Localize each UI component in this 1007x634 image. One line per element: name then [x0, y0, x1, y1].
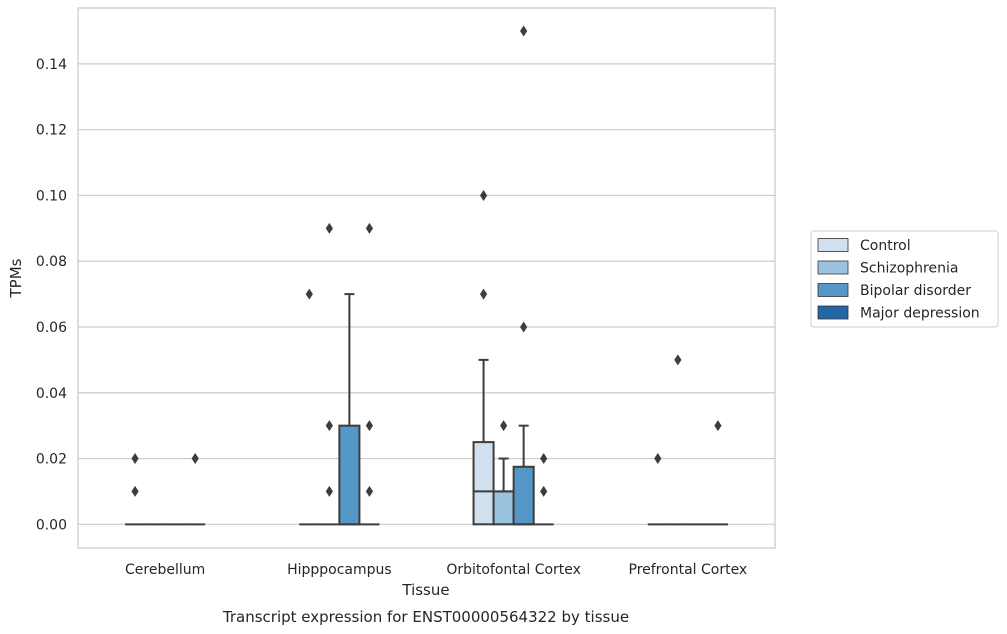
outlier-point	[520, 321, 528, 333]
x-tick-label: Prefrontal Cortex	[629, 562, 748, 578]
outlier-point	[191, 453, 199, 465]
outlier-point	[540, 485, 548, 497]
box-orbitofontal-cortex-major-depression	[533, 453, 554, 526]
box-hipppocampus-bipolar-disorder	[338, 293, 361, 526]
box-hipppocampus-major-depression	[359, 222, 380, 526]
outlier-point	[365, 420, 374, 432]
outlier-point	[479, 288, 488, 300]
outlier-point	[131, 453, 139, 465]
box-body	[512, 465, 535, 526]
x-axis-ticks: Cerebellum Hipppocampus Orbitofontal Corte…	[125, 562, 747, 578]
outlier-point	[325, 420, 333, 432]
x-tick-label: Hipppocampus	[287, 562, 392, 578]
figure-caption: Transcript expression for ENST0000056432…	[222, 608, 629, 626]
legend-label: Schizophrenia	[860, 261, 958, 277]
box-orbitofontal-cortex-control	[472, 189, 495, 526]
outlier-point	[500, 420, 508, 432]
box-prefrontal-cortex-control	[647, 453, 668, 526]
outlier-point	[479, 189, 488, 201]
y-tick-label: 0.10	[36, 188, 67, 204]
y-tick-label: 0.02	[36, 452, 67, 468]
outlier-point	[365, 485, 374, 497]
outlier-point	[325, 222, 333, 234]
x-axis-title: Tissue	[401, 581, 449, 599]
outlier-point	[365, 222, 374, 234]
gridlines	[78, 63, 775, 525]
outlier-point	[305, 288, 313, 300]
outlier-point	[131, 485, 139, 497]
boxes	[125, 25, 728, 526]
box-prefrontal-cortex-major-depression	[707, 420, 728, 526]
box-body	[492, 490, 515, 526]
box-body	[338, 424, 361, 526]
box-cerebellum-major-depression	[185, 453, 206, 526]
y-axis-ticks: 0.00 0.02 0.04 0.06 0.08 0.10 0.12 0.14	[36, 57, 67, 533]
plot-area-frame	[77, 7, 776, 549]
legend-swatch	[817, 305, 849, 320]
x-tick-label: Orbitofontal Cortex	[446, 562, 581, 578]
legend-label: Bipolar disorder	[860, 283, 971, 299]
legend-swatch	[817, 260, 849, 275]
legend-swatch	[817, 283, 849, 297]
outlier-point	[520, 25, 528, 37]
box-orbitofontal-cortex-bipolar-disorder	[512, 25, 535, 526]
outlier-point	[325, 485, 333, 497]
legend-label: Control	[860, 238, 911, 254]
outlier-point	[654, 453, 662, 465]
outlier-point	[540, 453, 548, 465]
y-tick-label: 0.08	[36, 254, 67, 270]
box-body	[472, 441, 495, 526]
y-axis-title: TPMs	[7, 258, 25, 298]
box-cerebellum-control	[125, 453, 146, 526]
legend-frame	[810, 230, 999, 328]
box-prefrontal-cortex-schizophrenia	[667, 354, 688, 526]
y-tick-label: 0.06	[36, 320, 67, 336]
y-tick-label: 0.12	[36, 123, 67, 139]
x-tick-label: Cerebellum	[125, 562, 205, 578]
box-orbitofontal-cortex-schizophrenia	[492, 420, 515, 526]
y-tick-label: 0.14	[36, 57, 67, 73]
outlier-point	[674, 354, 682, 366]
y-tick-label: 0.04	[36, 386, 67, 402]
box-hipppocampus-control	[299, 288, 320, 526]
legend-swatch	[817, 238, 849, 252]
legend: Control Schizophrenia Bipolar disorder Majo…	[810, 230, 999, 328]
box-hipppocampus-schizophrenia	[319, 222, 340, 526]
outlier-point	[714, 420, 722, 432]
legend-label: Major depression	[860, 306, 980, 322]
y-tick-label: 0.00	[36, 517, 67, 533]
